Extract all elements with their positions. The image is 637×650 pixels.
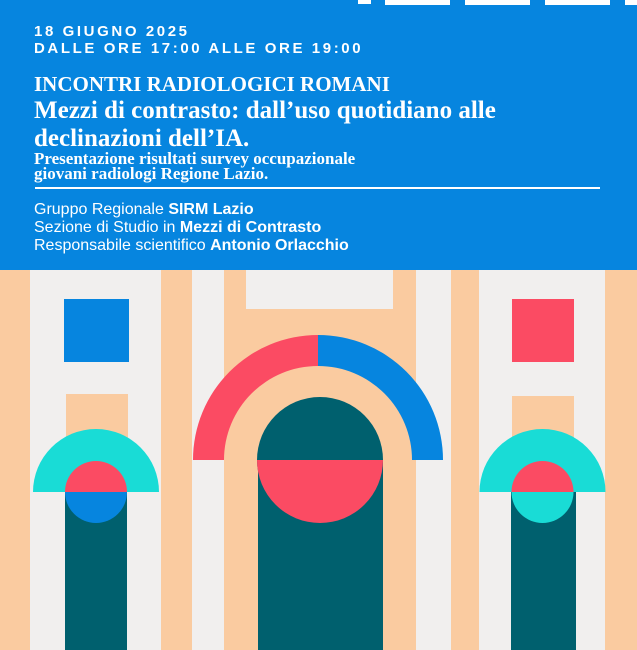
organizer-section: Sezione di Studio in Mezzi di Contrasto — [34, 219, 321, 236]
facade-illustration — [0, 270, 637, 650]
event-subtitle-line1: Presentazione risultati survey occupazio… — [34, 149, 356, 168]
event-time: DALLE ORE 17:00 ALLE ORE 19:00 — [34, 40, 364, 57]
left-dome-cyan — [33, 429, 159, 492]
central-half-disc-red — [257, 460, 383, 523]
central-arch-ring-blue-half — [318, 335, 443, 460]
event-title-line1: Mezzi di contrasto: dall’uso quotidiano … — [34, 97, 496, 124]
scientific-lead-name: Antonio Orlacchio — [210, 237, 349, 254]
logo-glyph-2a — [385, 0, 450, 5]
logo-glyph-dot — [358, 0, 371, 4]
organizer-group: Gruppo Regionale SIRM Lazio — [34, 201, 254, 218]
pillar-stripe-far-left — [0, 270, 30, 650]
scientific-lead-label: Responsabile scientifico — [34, 237, 211, 254]
event-subtitle-line2: giovani radiologi Regione Lazio. — [34, 164, 269, 183]
central-top-notch — [246, 270, 393, 309]
central-arch-ring-red-half — [193, 335, 318, 460]
pillar-stripe-far-right — [605, 270, 637, 650]
scientific-lead: Responsabile scientifico Antonio Orlacch… — [34, 237, 349, 254]
divider-rule — [35, 187, 600, 189]
event-series-title: INCONTRI RADIOLOGICI ROMANI — [34, 72, 390, 96]
event-date: 18 GIUGNO 2025 — [34, 23, 190, 40]
logo-glyph-0 — [465, 0, 530, 5]
logo-glyph-2b — [545, 0, 610, 5]
logo-glyph-5 — [625, 0, 637, 5]
left-half-disc-red-top — [65, 461, 127, 492]
window-square-blue — [64, 299, 129, 362]
right-half-disc-cyan-bottom — [511, 492, 574, 523]
organizer-section-name: Mezzi di Contrasto — [179, 219, 322, 236]
event-title-line2: declinazioni dell’IA. — [34, 125, 250, 152]
organizer-section-label: Sezione di Studio in — [34, 219, 180, 236]
pillar-stripe-right — [451, 270, 479, 650]
organizer-group-label: Gruppo Regionale — [34, 201, 169, 218]
window-square-red — [512, 299, 574, 362]
right-half-disc-red-top — [511, 461, 574, 492]
pillar-stripe-left — [161, 270, 192, 650]
right-dome-cyan — [479, 429, 606, 492]
left-half-disc-blue-bottom — [65, 492, 127, 523]
organizer-group-name: SIRM Lazio — [168, 201, 254, 218]
poster-header: 18 GIUGNO 2025 DALLE ORE 17:00 ALLE ORE … — [0, 0, 637, 270]
